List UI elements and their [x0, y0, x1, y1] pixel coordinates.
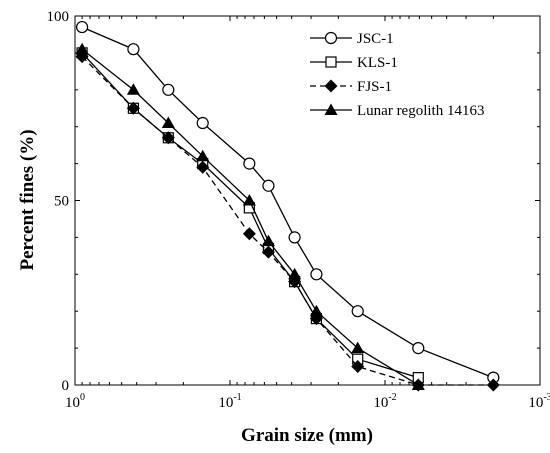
data-point: [411, 378, 425, 390]
data-point: [486, 378, 500, 392]
data-point: [288, 231, 301, 244]
data-point: [351, 305, 364, 318]
series-jsc-1: [75, 20, 500, 384]
data-point: [288, 267, 302, 280]
data-point: [162, 83, 175, 96]
data-point: [196, 149, 210, 162]
legend-label: FJS-1: [357, 79, 392, 95]
legend: JSC-1 KLS-1 FJS-1 Lunar regolith 14163: [298, 24, 532, 124]
legend-item: Lunar regolith 14163: [310, 103, 484, 119]
x-tick-base: 10: [528, 395, 543, 411]
x-tick-exponent: -1: [233, 392, 241, 403]
data-point: [261, 245, 275, 259]
x-tick-base: 10: [218, 395, 233, 411]
data-point: [161, 116, 175, 129]
x-tick-base: 10: [65, 395, 80, 411]
data-point: [127, 43, 140, 56]
data-point: [309, 304, 323, 317]
y-tick-label: 100: [47, 9, 70, 25]
legend-frame: [298, 24, 532, 124]
data-point: [243, 157, 256, 170]
legend-marker: [324, 103, 338, 115]
data-point: [75, 42, 89, 55]
series-layer: [75, 20, 500, 392]
data-point: [261, 234, 275, 247]
x-tick-exponent: 0: [80, 392, 85, 403]
x-tick-exponent: -3: [543, 392, 550, 403]
data-point: [196, 160, 210, 174]
data-point: [310, 268, 323, 281]
x-tick-label: 10-3: [528, 392, 550, 411]
data-point: [126, 101, 140, 115]
legend-item: JSC-1: [310, 31, 394, 47]
legend-marker: [325, 56, 337, 68]
legend-marker: [324, 31, 338, 45]
series-line: [81, 48, 419, 386]
data-point: [262, 179, 275, 192]
x-tick-base: 10: [373, 395, 388, 411]
x-tick-label: 10-1: [218, 392, 241, 411]
data-point: [242, 227, 256, 241]
legend-marker: [324, 79, 338, 93]
data-point: [196, 116, 209, 130]
data-point: [126, 83, 140, 95]
x-tick-exponent: -2: [388, 392, 396, 403]
legend-label: JSC-1: [357, 31, 394, 47]
data-point: [75, 20, 89, 34]
data-point: [351, 360, 365, 374]
legend-item: KLS-1: [310, 55, 398, 71]
legend-label: KLS-1: [357, 55, 398, 71]
legend-label: Lunar regolith 14163: [357, 103, 484, 119]
series-lunar-regolith-14163: [75, 42, 425, 390]
data-point: [412, 342, 425, 355]
data-point: [242, 194, 256, 206]
y-axis-title: Percent fines (%): [17, 129, 38, 270]
x-axis-title: Grain size (mm): [241, 425, 373, 446]
x-tick-label: 100: [65, 392, 85, 411]
x-tick-label: 10-2: [373, 392, 396, 411]
legend-item: FJS-1: [310, 79, 392, 95]
y-tick-label: 0: [62, 378, 70, 394]
data-point: [161, 131, 175, 145]
data-point: [351, 341, 365, 354]
y-tick-label: 50: [54, 194, 69, 210]
